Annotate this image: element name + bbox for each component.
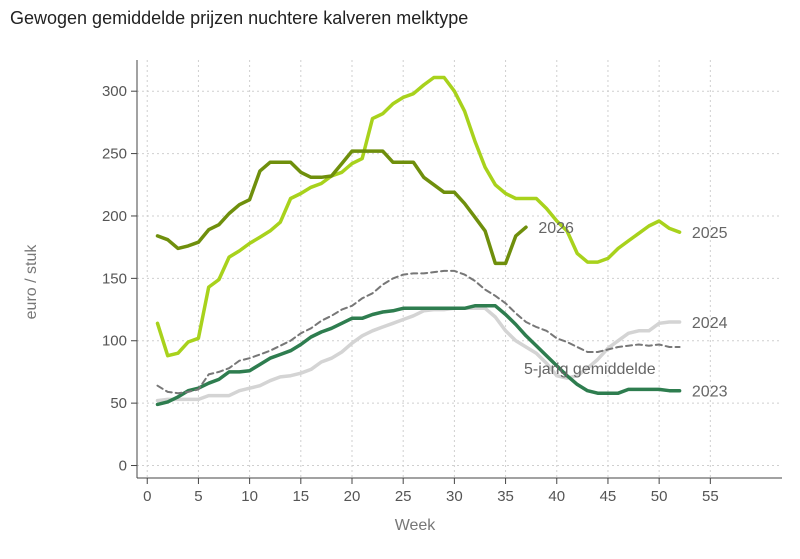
series-line-2024 [155, 306, 682, 403]
y-tick-label: 300 [102, 83, 127, 100]
x-tick-label: 55 [702, 488, 719, 505]
x-tick-label: 40 [548, 488, 565, 505]
series-label-2023: 2023 [692, 384, 728, 401]
gridlines [137, 60, 782, 478]
series-line-5-jarig-gemiddelde [156, 269, 681, 395]
series-label-5-jarig-gemiddelde: 5-jarig gemiddelde [524, 361, 656, 378]
x-tick-label: 30 [446, 488, 463, 505]
series-label-2026: 2026 [538, 220, 574, 237]
y-axis-title: euro / stuk [23, 244, 40, 320]
x-tick-label: 15 [292, 488, 309, 505]
y-tick-label: 150 [102, 270, 127, 287]
x-tick-label: 5 [194, 488, 202, 505]
x-tick-label: 25 [395, 488, 412, 505]
chart-title: Gewogen gemiddelde prijzen nuchtere kalv… [10, 8, 469, 28]
y-tick-label: 0 [119, 458, 127, 475]
series-lines [155, 75, 682, 407]
axes [131, 60, 782, 484]
y-tick-labels: 0 50 100 150 200 250 300 [102, 83, 127, 474]
x-tick-label: 20 [344, 488, 361, 505]
series-labels: 2024 2023 5-jarig gemiddelde 2025 2026 [524, 220, 728, 400]
y-tick-label: 250 [102, 146, 127, 163]
x-tick-label: 0 [143, 488, 151, 505]
x-tick-label: 35 [497, 488, 514, 505]
y-tick-label: 200 [102, 208, 127, 225]
y-tick-label: 100 [102, 333, 127, 350]
x-tick-label: 10 [241, 488, 258, 505]
series-label-2025: 2025 [692, 225, 728, 242]
x-tick-label: 50 [651, 488, 668, 505]
x-axis-title: Week [395, 517, 437, 534]
series-line-2026 [155, 149, 528, 266]
y-tick-label: 50 [110, 395, 127, 412]
x-tick-label: 45 [600, 488, 617, 505]
x-tick-labels: 0 5 10 15 20 25 30 35 40 45 50 55 [143, 488, 719, 505]
series-line-2025 [155, 75, 682, 358]
series-label-2024: 2024 [692, 315, 728, 332]
series-line-2023 [155, 304, 682, 407]
